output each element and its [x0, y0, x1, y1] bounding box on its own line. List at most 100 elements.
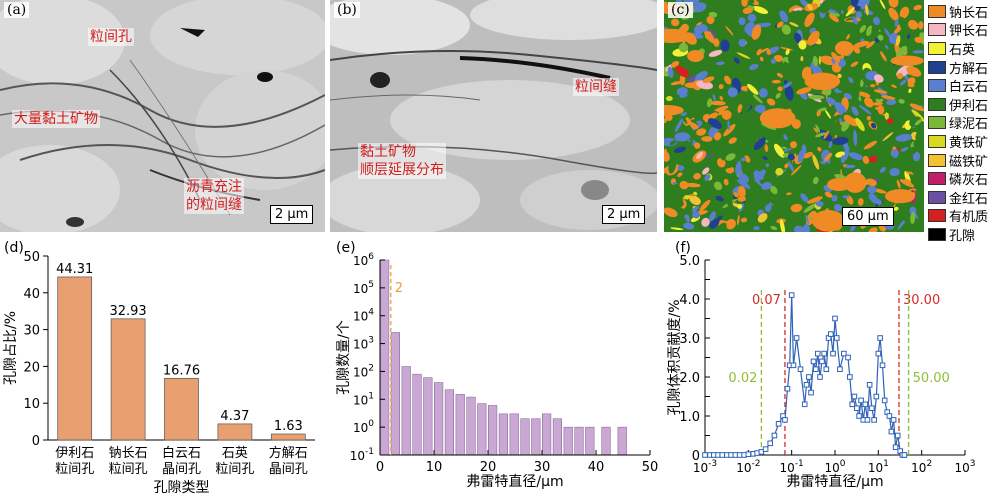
x-tick-label: 100: [824, 459, 845, 475]
histogram-bar: [563, 426, 573, 456]
mineral-grain: [702, 76, 715, 84]
data-point: [854, 405, 860, 411]
mineral-grain: [682, 117, 688, 124]
x-category-label: 晶间孔: [269, 462, 308, 477]
mineral-grain: [894, 27, 902, 34]
mineral-grain: [776, 72, 783, 78]
mineral-grain: [775, 167, 784, 176]
mineral-grain: [725, 218, 737, 230]
mineral-grain: [707, 145, 715, 157]
data-point: [892, 444, 899, 450]
data-point: [886, 413, 893, 419]
mineral-grain: [747, 13, 757, 23]
y-tick-label: 3.0: [679, 332, 700, 347]
mineral-grain: [725, 153, 736, 161]
mineral-grain: [762, 156, 768, 160]
x-category-label: 方解石: [269, 445, 308, 461]
mineral-grain: [845, 17, 854, 21]
mineral-grain: [696, 21, 703, 26]
mineral-grain: [899, 79, 907, 86]
mineral-grain: [862, 155, 870, 165]
mineral-grain: [906, 66, 922, 77]
legend-swatch: [928, 227, 946, 241]
mineral-grain: [885, 74, 890, 78]
mineral-grain: [793, 7, 803, 12]
sem-image-b: (b) 粒间缝 黏土矿物 顺层延展分布 2 μm: [330, 0, 657, 232]
mineral-grain: [747, 139, 754, 145]
mineral-grain: [740, 157, 747, 162]
x-axis-title: 弗雷特直径/μm: [786, 473, 883, 490]
mineral-grain: [764, 144, 769, 153]
mineral-grain: [738, 17, 746, 26]
mineral-grain: [782, 147, 792, 153]
mineral-grain: [824, 191, 833, 198]
mineral-grain: [829, 13, 839, 23]
histogram-bar: [434, 382, 444, 456]
mineral-grain: [907, 19, 919, 30]
y-tick-label: 103: [353, 336, 374, 352]
mineral-grain: [737, 195, 746, 202]
mineral-grain: [865, 4, 869, 16]
mineral-grain: [877, 105, 885, 115]
x-category-label: 晶间孔: [162, 462, 201, 477]
mineral-grain: [717, 0, 727, 15]
mineral-grain: [725, 50, 730, 66]
mineral-grain: [718, 147, 726, 161]
mineral-grain: [913, 4, 922, 11]
mineral-grain: [743, 111, 759, 123]
data-point: [719, 452, 726, 458]
data-point: [823, 366, 830, 372]
bar-value-label: 32.93: [109, 304, 146, 319]
legend-label: 伊利石: [949, 98, 989, 114]
legend-item: 方解石: [928, 58, 1000, 77]
mineral-grain: [911, 109, 924, 122]
mineral-grain: [684, 121, 699, 130]
mineral-grain: [834, 41, 854, 56]
histogram-bar: [498, 413, 508, 456]
mineral-grain: [846, 34, 850, 40]
mineral-grain: [909, 206, 917, 215]
mineral-grain: [802, 151, 814, 159]
mineral-grain: [741, 0, 748, 7]
data-point: [702, 452, 708, 458]
mineral-grain: [674, 132, 691, 142]
mineral-grain: [868, 227, 878, 232]
mineral-grain: [897, 0, 911, 9]
data-point: [797, 366, 804, 372]
bar: [110, 318, 146, 441]
legend-label: 黄铁矿: [949, 135, 989, 151]
mineral-grain: [789, 22, 799, 27]
mineral-grain: [737, 203, 743, 209]
data-point: [762, 446, 769, 452]
legend-swatch: [928, 41, 946, 55]
data-point: [888, 428, 895, 435]
mineral-grain: [863, 140, 877, 150]
mineral-grain: [779, 10, 788, 23]
mineral-grain: [775, 92, 781, 99]
mineral-grain: [794, 225, 808, 232]
legend-swatch: [928, 209, 946, 223]
data-point: [849, 401, 856, 408]
sem-texture-a: [0, 0, 325, 232]
mineral-grain: [879, 0, 886, 10]
mineral-grain: [704, 112, 719, 123]
mineral-grain: [784, 84, 794, 101]
legend-swatch: [928, 60, 946, 74]
x-tick-label: 30: [534, 460, 551, 475]
y-tick-label: 5.0: [679, 254, 700, 269]
x-tick-label: 10-2: [736, 459, 760, 475]
mineral-grain: [850, 61, 859, 67]
mineral-grain: [693, 142, 701, 149]
data-point: [806, 374, 812, 380]
histogram-bar: [509, 413, 519, 456]
mineral-grain: [677, 165, 685, 171]
mineral-grain: [671, 18, 680, 27]
legend-label: 金红石: [949, 191, 989, 207]
mineral-grain: [747, 69, 751, 74]
mineral-grain: [676, 87, 688, 96]
mineral-grain: [900, 147, 909, 152]
mineral-grain: [860, 79, 864, 88]
mineral-grain: [896, 72, 904, 80]
y-tick-label: 105: [353, 280, 374, 296]
mineral-grain: [903, 178, 912, 184]
